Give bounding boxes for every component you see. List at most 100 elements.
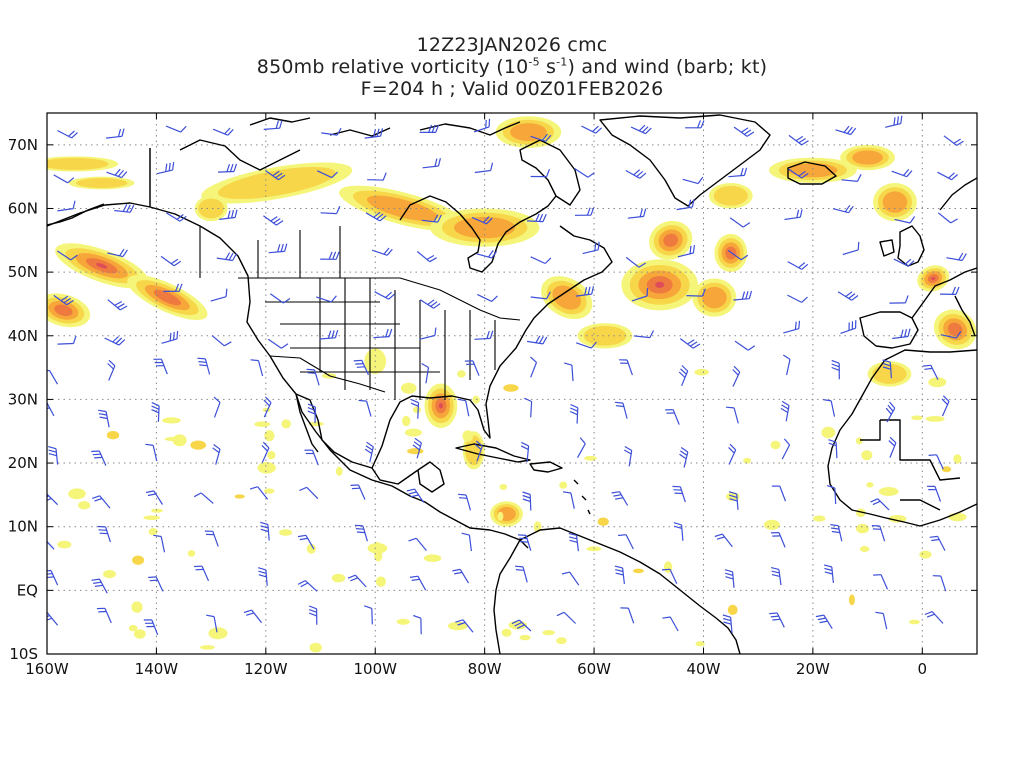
wind-barb-feather bbox=[649, 330, 655, 338]
wind-barb-feather bbox=[535, 335, 541, 344]
wind-barb-feather bbox=[924, 611, 933, 616]
wind-barb-feather bbox=[530, 356, 537, 363]
wind-barb-staff bbox=[727, 249, 742, 261]
wind-barb-staff bbox=[823, 614, 833, 630]
wind-barb-staff bbox=[53, 294, 68, 306]
us-borders bbox=[149, 148, 521, 400]
wind-barb bbox=[458, 493, 472, 511]
wind-barb bbox=[873, 574, 889, 590]
vorticity-blob-13-level-3 bbox=[663, 233, 678, 247]
wind-barb bbox=[732, 365, 741, 387]
wind-barb-staff bbox=[107, 252, 124, 258]
wind-barb-staff bbox=[108, 365, 116, 381]
vorticity-speckle bbox=[306, 543, 316, 554]
wind-barb-feather bbox=[801, 263, 809, 270]
wind-barb-feather bbox=[488, 250, 494, 258]
wind-barb-feather bbox=[847, 126, 853, 134]
wind-barb-staff bbox=[320, 212, 337, 215]
wind-barb bbox=[575, 286, 595, 297]
wind-barb-feather bbox=[117, 128, 122, 137]
wind-barb bbox=[831, 359, 840, 380]
wind-barb-feather bbox=[263, 399, 270, 407]
wind-barb-feather bbox=[98, 409, 107, 413]
wind-barb-staff bbox=[417, 402, 420, 419]
vorticity-speckle bbox=[367, 543, 388, 554]
lat-label: 10N bbox=[8, 518, 38, 536]
wind-barb bbox=[96, 607, 112, 624]
wind-barb bbox=[263, 120, 283, 130]
wind-barb-feather bbox=[225, 288, 228, 297]
wind-barb-staff bbox=[269, 293, 284, 304]
wind-barb-staff bbox=[98, 450, 107, 466]
wind-barb-staff bbox=[267, 338, 282, 349]
wind-barb-feather bbox=[824, 571, 833, 575]
wind-barb bbox=[263, 215, 284, 226]
vorticity-blob-21-level-2 bbox=[852, 150, 883, 165]
wind-barb bbox=[153, 534, 166, 553]
wind-barb bbox=[409, 575, 427, 591]
wind-barb bbox=[57, 129, 78, 139]
wind-barb bbox=[618, 534, 634, 550]
vorticity-speckle bbox=[861, 450, 873, 461]
wind-barb-feather bbox=[831, 530, 840, 534]
vorticity-speckle bbox=[103, 570, 116, 579]
plot-area bbox=[47, 113, 977, 654]
wind-barb bbox=[582, 241, 600, 255]
wind-barb-feather bbox=[929, 535, 938, 538]
wind-barb-feather bbox=[828, 439, 837, 443]
wind-barb-feather bbox=[928, 454, 937, 456]
wind-barb-staff bbox=[201, 565, 210, 582]
us-mexico-border bbox=[269, 355, 386, 393]
wind-barb-staff bbox=[682, 178, 699, 185]
wind-barb bbox=[889, 295, 909, 304]
wind-barb-feather bbox=[904, 295, 909, 304]
wind-barb-staff bbox=[212, 128, 229, 136]
wind-barb-feather bbox=[107, 363, 114, 370]
wind-barb-feather bbox=[514, 621, 522, 627]
wind-barb bbox=[106, 168, 128, 179]
wind-barb-feather bbox=[383, 247, 390, 255]
lon-label: 80W bbox=[468, 660, 502, 678]
wind-barb-staff bbox=[362, 525, 368, 542]
vorticity-speckle bbox=[953, 454, 962, 464]
wind-barb-feather bbox=[365, 445, 373, 451]
wind-barb-feather bbox=[613, 494, 622, 497]
wind-barb bbox=[728, 443, 737, 465]
ireland bbox=[879, 239, 895, 257]
wind-barb-feather bbox=[226, 164, 231, 172]
wind-barb-feather bbox=[830, 524, 839, 527]
wind-barb-staff bbox=[527, 340, 543, 345]
wind-barb-staff bbox=[50, 570, 59, 586]
wind-barb-feather bbox=[570, 407, 578, 412]
wind-barb bbox=[258, 567, 268, 586]
wind-barb-staff bbox=[676, 206, 693, 211]
wind-barb-feather bbox=[556, 611, 565, 617]
axis-ticks bbox=[46, 113, 977, 655]
wind-barb-staff bbox=[476, 253, 493, 259]
wind-barb-feather bbox=[270, 216, 278, 222]
coastlines bbox=[47, 114, 977, 654]
wind-barb-feather bbox=[697, 176, 704, 184]
vorticity-speckle bbox=[396, 618, 410, 625]
wind-barb-staff bbox=[267, 524, 270, 541]
wind-barb-feather bbox=[823, 564, 832, 568]
wind-barb-feather bbox=[234, 209, 238, 218]
wind-barb-feather bbox=[172, 162, 175, 171]
wind-barb bbox=[217, 163, 238, 173]
wind-barb-staff bbox=[934, 486, 942, 502]
longitude-labels: 160W 140W 120W 100W 80W 60W 40W 20W 0 bbox=[25, 660, 927, 678]
wind-barb bbox=[160, 255, 182, 267]
wind-barb bbox=[364, 441, 374, 463]
wind-barb bbox=[47, 569, 59, 586]
vorticity-speckle bbox=[404, 428, 422, 437]
wind-barb-feather bbox=[714, 533, 723, 538]
wind-barb-feather bbox=[564, 362, 573, 366]
wind-barb bbox=[581, 125, 603, 134]
wind-barb-staff bbox=[361, 360, 370, 376]
wind-barb bbox=[204, 530, 219, 547]
wind-barb-staff bbox=[371, 608, 373, 625]
vorticity-speckle bbox=[234, 494, 245, 499]
wind-barb bbox=[614, 401, 628, 419]
wind-barb-staff bbox=[215, 449, 221, 465]
